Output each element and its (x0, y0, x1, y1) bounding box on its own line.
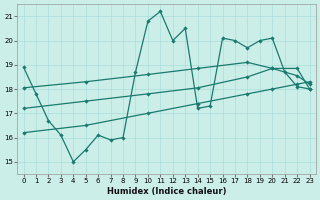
X-axis label: Humidex (Indice chaleur): Humidex (Indice chaleur) (107, 187, 226, 196)
